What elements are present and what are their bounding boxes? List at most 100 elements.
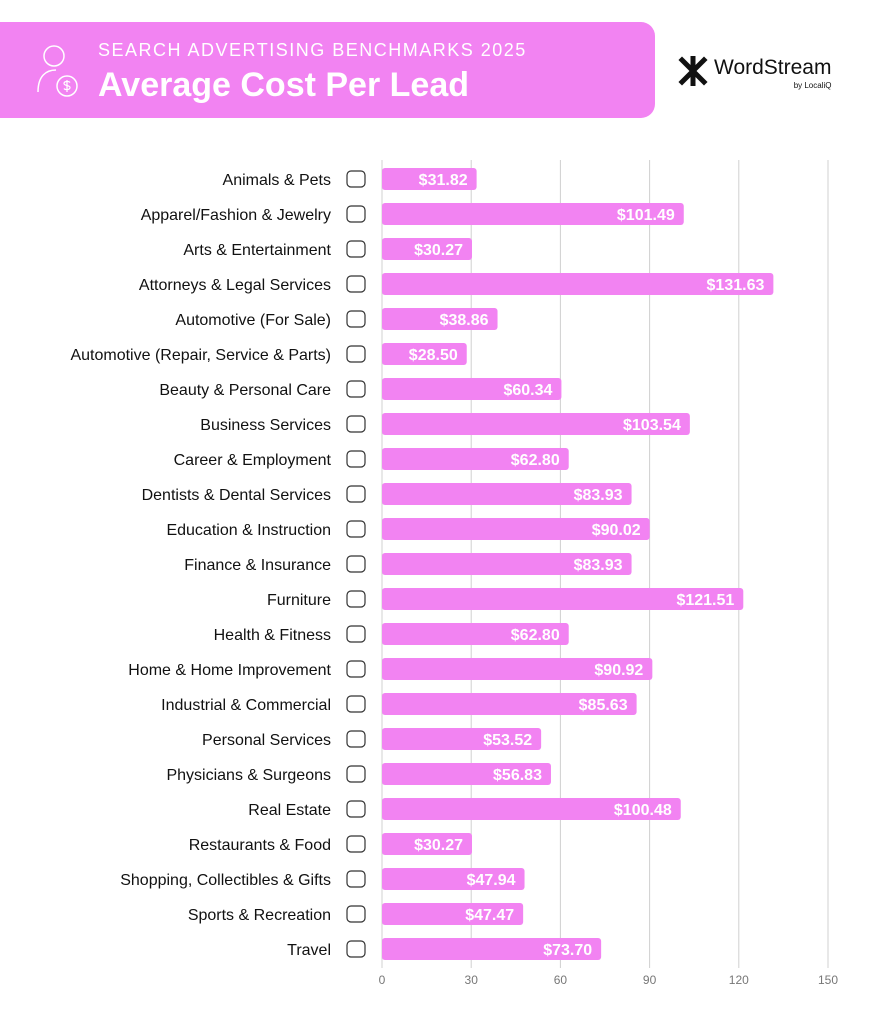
category-label: Furniture: [267, 592, 331, 609]
bar-value-label: $73.70: [543, 942, 592, 959]
category-label: Travel: [287, 942, 331, 959]
header-banner: SEARCH ADVERTISING BENCHMARKS 2025 Avera…: [0, 22, 655, 118]
bar-value-label: $30.27: [414, 242, 463, 259]
briefcase-icon: [346, 450, 366, 468]
bar-value-label: $56.83: [493, 767, 542, 784]
category-label: Attorneys & Legal Services: [139, 277, 331, 294]
x-tick-label: 120: [729, 973, 749, 987]
bar-value-label: $83.93: [574, 557, 623, 574]
category-label: Industrial & Commercial: [161, 697, 331, 714]
bar-value-label: $30.27: [414, 837, 463, 854]
bar-value-label: $53.52: [483, 732, 532, 749]
tag-icon: [346, 310, 366, 328]
category-label: Beauty & Personal Care: [159, 382, 331, 399]
house-icon: [346, 660, 366, 678]
logo-text: WordStream: [714, 56, 832, 79]
bar: [382, 868, 525, 890]
category-label: Education & Instruction: [166, 522, 331, 539]
bar-value-label: $90.92: [594, 662, 643, 679]
tshirt-icon: [346, 205, 366, 223]
bar: [382, 308, 498, 330]
category-label: Real Estate: [248, 802, 331, 819]
bar-value-label: $60.34: [503, 382, 552, 399]
bar: [382, 658, 653, 680]
bar: [382, 413, 690, 435]
bar-value-label: $62.80: [511, 452, 560, 469]
gift-bow-icon: [346, 870, 366, 888]
bar-value-label: $28.50: [409, 347, 458, 364]
logo-mark-icon: [678, 56, 708, 86]
logo-subtext: by LocaliQ: [793, 81, 832, 90]
comb-icon: [346, 380, 366, 398]
armchair-icon: [346, 590, 366, 608]
bar-value-label: $103.54: [623, 417, 681, 434]
bar-value-label: $31.82: [419, 172, 468, 189]
bar-value-label: $131.63: [707, 277, 765, 294]
bar: [382, 343, 467, 365]
x-tick-label: 150: [818, 973, 838, 987]
bar: [382, 938, 602, 960]
bar: [382, 798, 681, 820]
ball-icon: [346, 905, 366, 923]
bar-value-label: $85.63: [579, 697, 628, 714]
bar: [382, 833, 473, 855]
bar: [382, 553, 632, 575]
bar-value-label: $38.86: [440, 312, 489, 329]
bar: [382, 378, 562, 400]
x-tick-label: 90: [643, 973, 657, 987]
bar: [382, 763, 551, 785]
category-label: Home & Home Improvement: [128, 662, 331, 679]
person-dollar-icon: [37, 45, 78, 97]
bar-value-label: $47.94: [467, 872, 516, 889]
bar: [382, 238, 473, 260]
category-label: Career & Employment: [174, 452, 332, 469]
bar: [382, 728, 542, 750]
tooth-icon: [346, 485, 366, 503]
heart-icon: [346, 625, 366, 643]
category-label: Apparel/Fashion & Jewelry: [141, 207, 331, 224]
wordstream-logo: WordStream by LocaliQ: [678, 56, 831, 91]
bar-value-label: $47.47: [465, 907, 514, 924]
bar: [382, 448, 569, 470]
bar-value-label: $121.51: [676, 592, 734, 609]
category-label: Business Services: [200, 417, 331, 434]
piggy-bank-icon: [346, 555, 366, 573]
x-tick-label: 60: [554, 973, 568, 987]
picture-icon: [346, 240, 366, 258]
bar-value-label: $101.49: [617, 207, 675, 224]
gavel-icon: [346, 275, 366, 293]
logo-wordmark: WordStream by LocaliQ: [714, 56, 831, 91]
fork-knife-icon: [346, 835, 366, 853]
bar: [382, 693, 637, 715]
paw-icon: [346, 170, 366, 188]
car-icon: [346, 345, 366, 363]
category-label: Finance & Insurance: [184, 557, 331, 574]
factory-icon: [346, 695, 366, 713]
medical-cross-icon: [346, 765, 366, 783]
category-label: Animals & Pets: [223, 172, 331, 189]
bar-value-label: $83.93: [574, 487, 623, 504]
bar: [382, 588, 744, 610]
bar-value-label: $62.80: [511, 627, 560, 644]
category-label: Sports & Recreation: [188, 907, 331, 924]
category-label: Restaurants & Food: [189, 837, 331, 854]
bar-value-label: $100.48: [614, 802, 672, 819]
bar: [382, 518, 650, 540]
bar: [382, 203, 684, 225]
x-tick-label: 30: [465, 973, 479, 987]
category-label: Physicians & Surgeons: [166, 767, 331, 784]
x-tick-label: 0: [379, 973, 386, 987]
bar: [382, 623, 569, 645]
subtitle: SEARCH ADVERTISING BENCHMARKS 2025: [98, 40, 527, 60]
page-title: Average Cost Per Lead: [98, 66, 469, 104]
bar: [382, 903, 524, 925]
bar: [382, 483, 632, 505]
category-label: Arts & Entertainment: [183, 242, 331, 259]
category-label: Dentists & Dental Services: [142, 487, 331, 504]
bar-value-label: $90.02: [592, 522, 641, 539]
storefront-icon: [346, 800, 366, 818]
category-label: Automotive (For Sale): [175, 312, 331, 329]
category-label: Shopping, Collectibles & Gifts: [120, 872, 331, 889]
